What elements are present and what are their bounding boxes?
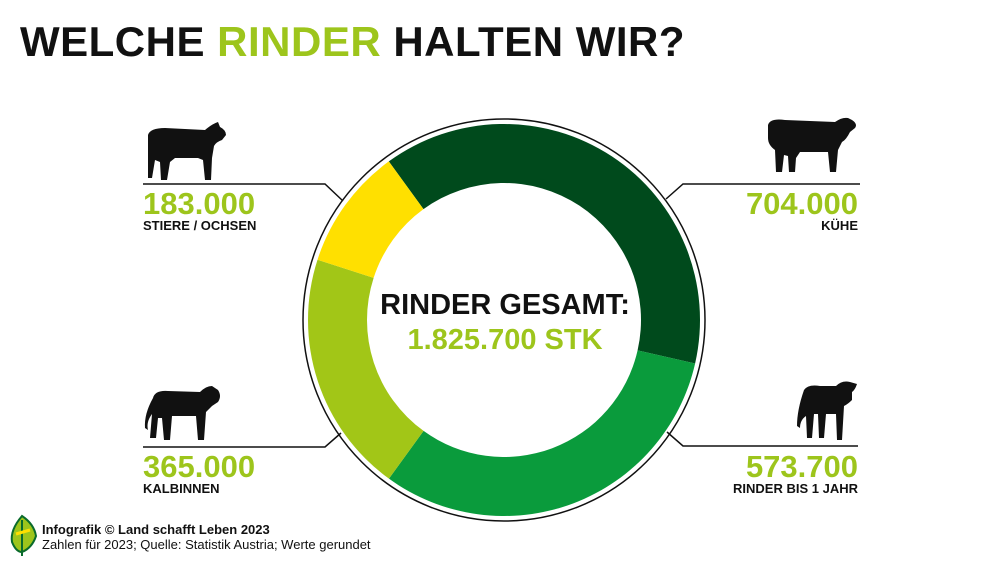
bull-icon bbox=[148, 122, 226, 180]
donut-slice-kalbinnen bbox=[308, 259, 424, 479]
connector-kalbinnen bbox=[143, 432, 342, 448]
center-total: 1.825.700 STK bbox=[407, 324, 603, 356]
connector-rinder bbox=[666, 431, 858, 447]
label-kalbinnen: KALBINNEN bbox=[143, 481, 220, 496]
donut-slice-rinder-bis-1-jahr bbox=[388, 350, 696, 516]
label-kuehe: KÜHE bbox=[821, 218, 858, 233]
cow-icon bbox=[768, 117, 856, 172]
donut-slice-stiere-ochsen bbox=[317, 161, 424, 278]
calf-icon bbox=[797, 381, 857, 440]
connector-stiere bbox=[143, 183, 344, 202]
leaf-logo-icon bbox=[10, 514, 38, 556]
label-stiere: STIERE / OCHSEN bbox=[143, 218, 257, 233]
footer-credit: Infografik © Land schafft Leben 2023 bbox=[42, 522, 270, 537]
connector-kuehe bbox=[665, 183, 860, 200]
value-stiere: 183.000 bbox=[143, 186, 256, 221]
value-kalbinnen: 365.000 bbox=[143, 449, 256, 484]
heifer-icon bbox=[144, 386, 220, 440]
value-kuehe: 704.000 bbox=[745, 186, 858, 221]
footer-source: Zahlen für 2023; Quelle: Statistik Austr… bbox=[42, 537, 371, 552]
value-rinder-bis-1-jahr: 573.700 bbox=[745, 449, 858, 484]
outer-ring bbox=[302, 118, 706, 522]
label-rinder-bis-1-jahr: RINDER BIS 1 JAHR bbox=[733, 481, 858, 496]
donut-slice-kühe bbox=[388, 124, 700, 364]
page-title: WELCHE RINDER HALTEN WIR? bbox=[20, 18, 686, 65]
center-label: RINDER GESAMT: bbox=[380, 289, 630, 321]
